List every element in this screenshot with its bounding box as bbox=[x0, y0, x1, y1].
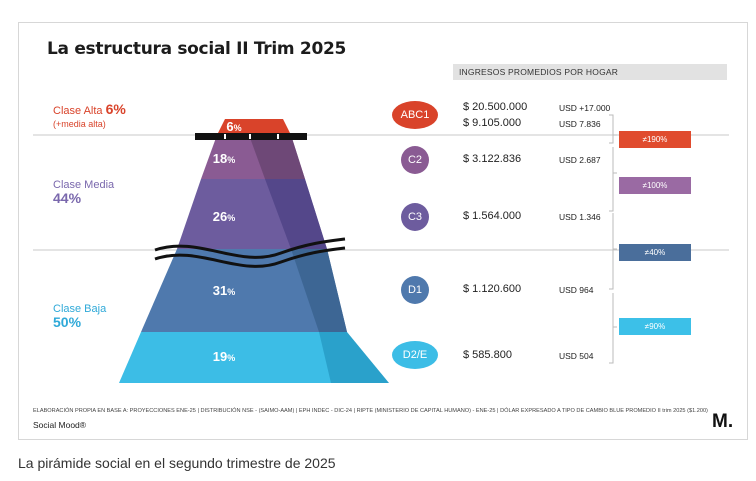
ars-d1: $ 1.120.600 bbox=[463, 283, 522, 295]
class-media-label: Clase Media 44% bbox=[53, 179, 114, 207]
class-alta-sub: (+media alta) bbox=[53, 119, 106, 129]
class-alta-label: Clase Alta 6% (+media alta) bbox=[53, 101, 126, 131]
image-caption: La pirámide social en el segundo trimest… bbox=[18, 455, 336, 471]
class-media-pct: 44% bbox=[53, 190, 82, 206]
brand-logo: M. bbox=[712, 411, 734, 432]
segment-abc1-label: 6% bbox=[226, 119, 242, 134]
break-line-1 bbox=[154, 237, 346, 259]
ars-d2e: $ 585.800 bbox=[463, 349, 512, 361]
pyramid-graphic bbox=[33, 114, 729, 383]
class-baja-pct: 50% bbox=[53, 314, 82, 330]
diff-box-d1-d2e: ≠90% bbox=[619, 318, 691, 335]
badge-c2: C2 bbox=[401, 146, 429, 174]
class-media-name: Clase Media bbox=[53, 179, 115, 191]
ars-c2: $ 3.122.836 bbox=[463, 153, 522, 165]
break-line-2 bbox=[154, 246, 346, 268]
segment-c2-label: 18% bbox=[212, 151, 236, 166]
segment-d1-shade bbox=[291, 249, 347, 332]
diff-box-abc1-c2: ≠190% bbox=[619, 131, 691, 148]
class-baja-label: Clase Baja 50% bbox=[53, 303, 106, 331]
usd-abc1: USD +17.000 bbox=[559, 103, 611, 113]
page-title: La estructura social II Trim 2025 bbox=[47, 39, 347, 59]
ars-abc1: $ 20.500.000 bbox=[463, 101, 528, 113]
class-alta-name: Clase Alta bbox=[53, 105, 103, 117]
segment-d2e-label: 19% bbox=[212, 349, 236, 364]
class-alta-pct: 6% bbox=[105, 101, 126, 117]
segment-d1-label: 31% bbox=[212, 283, 236, 298]
diff-box-c3-d1: ≠40% bbox=[619, 244, 691, 261]
ars-c3: $ 1.564.000 bbox=[463, 210, 522, 222]
income-header: INGRESOS PROMEDIOS POR HOGAR bbox=[453, 64, 727, 80]
brand-name: Social Mood® bbox=[33, 420, 87, 430]
usd-c2: USD 2.687 bbox=[559, 155, 601, 165]
usd-abc1-2: USD 7.836 bbox=[559, 119, 601, 129]
badge-abc1: ABC1 bbox=[392, 101, 438, 129]
usd-d2e: USD 504 bbox=[559, 351, 594, 361]
usd-c3: USD 1.346 bbox=[559, 212, 601, 222]
infographic-card: La estructura social II Trim 2025 INGRES… bbox=[18, 22, 748, 440]
badge-d2e: D2/E bbox=[392, 341, 438, 369]
usd-d1: USD 964 bbox=[559, 285, 594, 295]
segment-c3-label: 26% bbox=[212, 209, 236, 224]
diff-box-c2-c3: ≠100% bbox=[619, 177, 691, 194]
segment-c3-shade bbox=[265, 179, 327, 249]
class-baja-name: Clase Baja bbox=[53, 303, 107, 315]
segment-c2-shade bbox=[249, 135, 305, 179]
segment-abc1 bbox=[217, 119, 291, 135]
segment-d1 bbox=[141, 249, 347, 332]
badge-c3: C3 bbox=[401, 203, 429, 231]
badge-d1: D1 bbox=[401, 276, 429, 304]
segment-d2e-shade bbox=[319, 332, 389, 383]
segment-d2e bbox=[119, 332, 363, 383]
ars-abc1-2: $ 9.105.000 bbox=[463, 117, 522, 129]
source-footnote: ELABORACIÓN PROPIA EN BASE A: PROYECCION… bbox=[33, 408, 708, 414]
